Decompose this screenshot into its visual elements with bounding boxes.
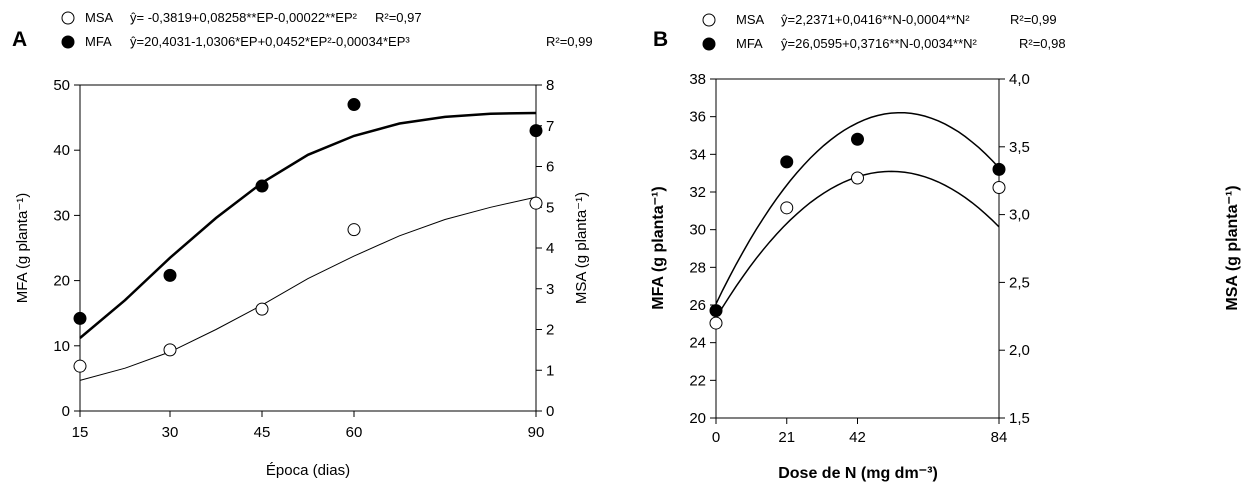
legend-r2: R²=0,99 xyxy=(1010,12,1057,27)
data-point-mfa xyxy=(529,124,543,138)
fit-line-msa xyxy=(715,170,1000,319)
data-point-msa xyxy=(851,171,864,185)
x-tick-label: 45 xyxy=(254,424,271,441)
y-right-tick-label: 3,5 xyxy=(1009,139,1030,156)
y-right-tick-label: 4,0 xyxy=(1009,71,1030,88)
x-tick-label: 84 xyxy=(991,429,1008,446)
data-point-msa xyxy=(163,343,177,357)
y-right-tick-label: 3,0 xyxy=(1009,207,1030,224)
panel-b-x-axis-label: Dose de N (mg dm⁻³) xyxy=(778,465,938,482)
panel-b-y-left-label: MFA (g planta⁻¹) xyxy=(650,186,667,309)
x-tick-label: 0 xyxy=(712,429,720,446)
x-tick-label: 15 xyxy=(72,424,89,441)
legend-r2: R²=0,99 xyxy=(546,34,593,49)
panel-a-legend: MSA ŷ= -0,3819+0,08258**EP-0,00022**EP² R²… xyxy=(61,10,593,49)
x-tick-label: 90 xyxy=(528,424,545,441)
y-left-tick-label: 30 xyxy=(689,222,706,239)
y-left-tick-label: 50 xyxy=(53,77,70,94)
legend-marker-mfa xyxy=(61,35,75,49)
legend-equation: ŷ=2,2371+0,0416**N-0,0004**N² xyxy=(781,12,970,27)
data-point-mfa xyxy=(347,98,361,112)
data-point-msa xyxy=(73,359,87,373)
data-point-mfa xyxy=(709,304,723,318)
data-point-msa xyxy=(529,196,543,210)
legend-series-name: MFA xyxy=(736,36,763,51)
data-point-mfa xyxy=(851,132,864,146)
legend-series-name: MFA xyxy=(85,34,112,49)
y-right-tick-label: 1 xyxy=(546,362,554,379)
panel-b-y-right-label: MSA (g planta⁻¹) xyxy=(1224,185,1241,310)
x-tick-label: 42 xyxy=(849,429,866,446)
panel-a: A MSA ŷ= -0,3819+0,08258**EP-0,00022**EP²… xyxy=(12,10,593,479)
y-right-tick-label: 5 xyxy=(546,199,554,216)
legend-r2: R²=0,97 xyxy=(375,10,422,25)
fit-line-mfa xyxy=(79,111,537,339)
data-point-msa xyxy=(347,223,361,237)
x-tick-label: 21 xyxy=(778,429,795,446)
data-point-msa xyxy=(709,316,723,330)
legend-marker-msa xyxy=(702,13,716,27)
y-right-tick-label: 4 xyxy=(546,240,554,257)
y-right-tick-label: 8 xyxy=(546,77,554,94)
y-left-tick-label: 36 xyxy=(689,109,706,126)
panel-a-x-axis-label: Época (dias) xyxy=(266,462,350,479)
y-left-tick-label: 30 xyxy=(53,207,70,224)
legend-equation: ŷ=26,0595+0,3716**N-0,0034**N² xyxy=(781,36,978,51)
y-left-tick-label: 22 xyxy=(689,372,706,389)
data-point-mfa xyxy=(163,268,177,282)
data-point-mfa xyxy=(992,162,1006,176)
panel-b-label: B xyxy=(653,28,668,51)
y-right-tick-label: 2,0 xyxy=(1009,342,1030,359)
x-tick-label: 30 xyxy=(162,424,179,441)
panel-a-y-right-label: MSA (g planta⁻¹) xyxy=(573,192,590,304)
legend-series-name: MSA xyxy=(85,10,114,25)
y-right-tick-label: 2 xyxy=(546,322,554,339)
y-right-tick-label: 3 xyxy=(546,281,554,298)
panel-b-plot: 0 21 42 84 20 22 24 26 28 30 32 34 36 38 1,5 2,0 2,5 3,0 3… xyxy=(689,71,1030,446)
panel-b: B MSA ŷ=2,2371+0,0416**N-0,0004**N² R²=0,9… xyxy=(650,12,1241,482)
legend-equation: ŷ= -0,3819+0,08258**EP-0,00022**EP² xyxy=(130,10,358,25)
y-right-tick-label: 6 xyxy=(546,159,554,176)
panel-a-plot-frame xyxy=(79,84,537,412)
y-left-tick-label: 40 xyxy=(53,142,70,159)
y-left-tick-label: 10 xyxy=(53,338,70,355)
y-left-tick-label: 0 xyxy=(62,403,70,420)
y-left-tick-label: 38 xyxy=(689,71,706,88)
legend-marker-msa xyxy=(61,11,75,25)
legend-marker-mfa xyxy=(702,37,716,51)
fit-line-mfa xyxy=(715,111,1000,305)
legend-series-name: MSA xyxy=(736,12,765,27)
fit-line-msa xyxy=(79,196,537,381)
y-left-tick-label: 28 xyxy=(689,259,706,276)
y-right-tick-label: 2,5 xyxy=(1009,274,1030,291)
y-right-tick-label: 0 xyxy=(546,403,554,420)
legend-equation: ŷ=20,4031-1,0306*EP+0,0452*EP²-0,00034*E… xyxy=(130,34,410,49)
y-right-tick-label: 7 xyxy=(546,118,554,135)
y-left-tick-label: 34 xyxy=(689,146,706,163)
y-right-tick-label: 1,5 xyxy=(1009,410,1030,427)
y-left-tick-label: 24 xyxy=(689,335,706,352)
data-point-msa xyxy=(255,302,269,316)
data-point-msa xyxy=(780,201,794,215)
x-tick-label: 60 xyxy=(346,424,363,441)
y-left-tick-label: 20 xyxy=(689,410,706,427)
data-point-mfa xyxy=(255,179,269,193)
legend-r2: R²=0,98 xyxy=(1019,36,1066,51)
data-point-msa xyxy=(992,180,1006,194)
panel-a-y-left-label: MFA (g planta⁻¹) xyxy=(14,193,31,303)
y-left-tick-label: 26 xyxy=(689,297,706,314)
data-point-mfa xyxy=(780,155,794,169)
y-left-tick-label: 32 xyxy=(689,184,706,201)
data-point-mfa xyxy=(73,311,87,325)
y-left-tick-label: 20 xyxy=(53,273,70,290)
panel-a-label: A xyxy=(12,28,27,51)
panel-b-legend: MSA ŷ=2,2371+0,0416**N-0,0004**N² R²=0,99 M… xyxy=(702,12,1066,51)
